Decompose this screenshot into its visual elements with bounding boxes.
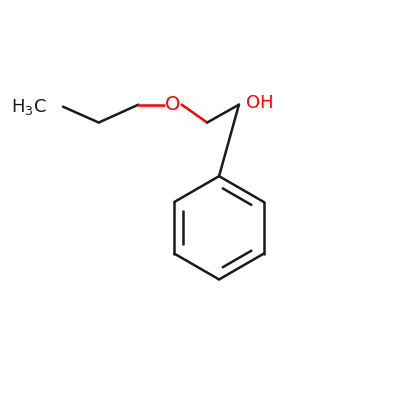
Text: O: O	[165, 95, 181, 114]
Text: OH: OH	[246, 94, 274, 112]
Text: H$_3$C: H$_3$C	[11, 97, 47, 117]
